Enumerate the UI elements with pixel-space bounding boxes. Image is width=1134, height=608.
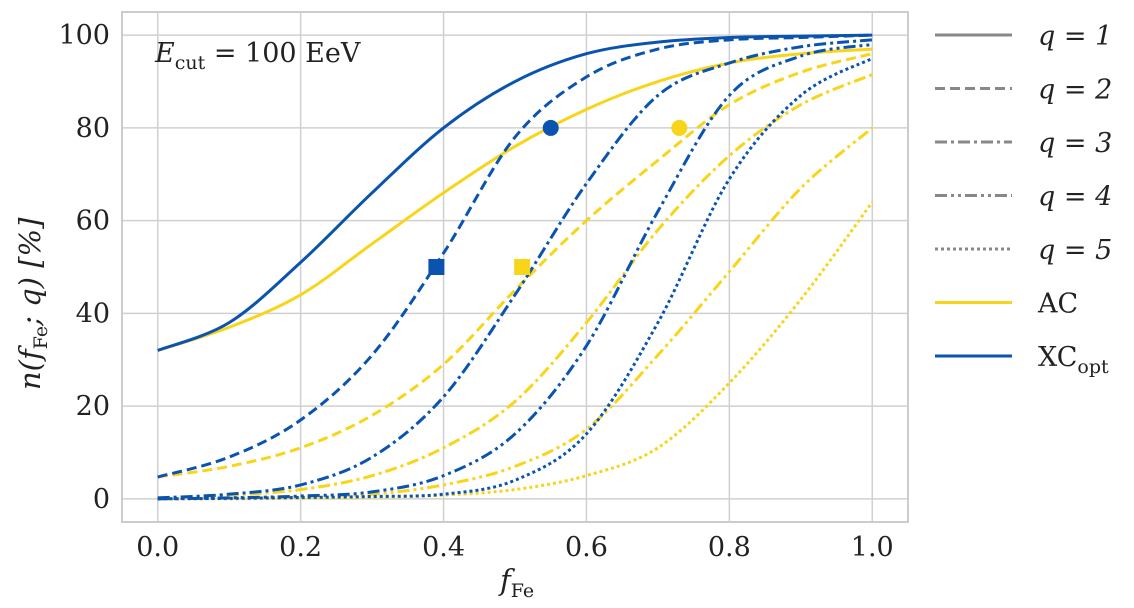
x-tick-label: 0.4 — [422, 532, 465, 563]
y-tick-label: 60 — [76, 206, 110, 237]
y-tick-label: 40 — [76, 298, 110, 329]
x-axis-label: fFe — [498, 563, 534, 602]
annotation-var: E — [154, 38, 175, 69]
x-tick-label: 1.0 — [851, 532, 894, 563]
legend-label: AC — [1037, 289, 1078, 320]
x-tick-labels: 0.0 0.2 0.4 0.6 0.8 1.0 — [136, 532, 893, 563]
plot-frame — [121, 11, 909, 523]
marker-circle-xc — [542, 119, 559, 136]
marker-circle-ac — [671, 119, 688, 136]
series-layer — [157, 33, 874, 501]
y-tick-label: 20 — [76, 391, 110, 422]
x-axis-label-sub: Fe — [511, 580, 534, 602]
y-tick-labels: 0 20 40 60 80 100 — [58, 20, 110, 515]
annotation: Ecut = 100 EeV — [154, 38, 361, 74]
series-line-ac-q1 — [157, 47, 873, 352]
x-tick-label: 0.6 — [565, 532, 608, 563]
y-tick-label: 80 — [76, 113, 110, 144]
x-tick-label: 0.8 — [708, 532, 751, 563]
series-line-xc-q4 — [157, 42, 873, 501]
legend-label: q = 4 — [1038, 182, 1112, 213]
series-line-xc-q1 — [157, 33, 873, 352]
x-tick-label: 0.2 — [279, 532, 322, 563]
y-axis-label-pre: n( — [13, 359, 47, 390]
legend-label: q = 2 — [1038, 75, 1112, 106]
legend-label: q = 3 — [1038, 128, 1112, 159]
series-line-ac-q3 — [157, 73, 873, 500]
marker-square-xc — [428, 259, 445, 275]
legend-label: XCopt — [1038, 342, 1109, 378]
legend: q = 1 q = 2 q = 3 q = 4 q = 5 AC XCopt — [935, 21, 1112, 378]
y-axis-label-post: ; q) [%] — [13, 217, 47, 327]
y-axis-label: n(fFe; q) [%] — [13, 217, 52, 390]
annotation-rest: = 100 EeV — [205, 38, 361, 69]
x-tick-label: 0.0 — [136, 532, 179, 563]
series-line-xc-q3 — [157, 38, 873, 500]
y-tick-label: 100 — [58, 20, 110, 51]
annotation-sub: cut — [175, 52, 206, 74]
legend-label: q = 1 — [1038, 21, 1112, 52]
series-line-ac-q4 — [157, 126, 874, 501]
y-tick-label: 0 — [93, 484, 110, 515]
series-line-xc-q5 — [157, 57, 873, 501]
series-line-xc-q2 — [157, 33, 873, 479]
series-line-ac-q2 — [157, 52, 873, 479]
y-axis-label-sub: Fe — [30, 326, 52, 349]
marker-square-ac — [514, 259, 531, 275]
marker-layer — [428, 119, 688, 275]
legend-label: q = 5 — [1038, 235, 1112, 266]
